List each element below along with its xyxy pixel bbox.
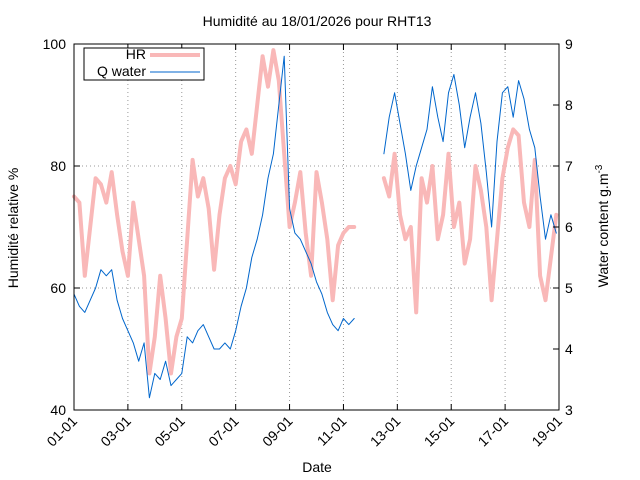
series-q-water-line	[73, 55, 355, 399]
x-tick-label: 15-01	[421, 413, 458, 450]
y2-axis-title: Water content g.m-3	[594, 164, 611, 287]
x-tick-label: 01-01	[43, 413, 80, 450]
x-tick-label: 19-01	[528, 413, 565, 450]
x-tick-label: 13-01	[367, 413, 404, 450]
y2-axis-title-superscript: -3	[594, 164, 605, 173]
y2-tick-label: 5	[565, 280, 573, 296]
series-hr-line	[72, 48, 357, 376]
y2-tick-label: 8	[565, 97, 573, 113]
y-tick-label: 40	[50, 402, 66, 418]
series-layer	[72, 48, 559, 399]
y-tick-label: 60	[50, 280, 66, 296]
grid-layer	[74, 44, 559, 410]
y2-tick-label: 3	[565, 402, 573, 418]
y-tick-label: 100	[43, 36, 67, 52]
y2-tick-label: 7	[565, 158, 573, 174]
series-q-water-line	[383, 74, 557, 240]
legend-hr-label: HR	[126, 46, 146, 62]
x-tick-label: 03-01	[97, 413, 134, 450]
series-hr-line	[381, 127, 559, 315]
x-tick-label: 05-01	[151, 413, 188, 450]
y2-axis-title-main: Water content g.m	[595, 174, 611, 288]
chart-title: Humidité au 18/01/2026 pour RHT13	[203, 13, 432, 29]
y2-tick-label: 9	[565, 36, 573, 52]
x-tick-label: 11-01	[314, 413, 350, 449]
legend-q-water-label: Q water	[97, 63, 146, 79]
y-axis-title: Humidité relative %	[5, 168, 21, 289]
x-tick-label: 09-01	[259, 413, 296, 450]
y2-tick-label: 4	[565, 341, 573, 357]
y2-tick-label: 6	[565, 219, 573, 235]
x-axis-title: Date	[302, 459, 332, 475]
x-tick-label: 07-01	[205, 413, 242, 450]
x-tick-label: 17-01	[475, 413, 512, 450]
y-tick-label: 80	[50, 158, 66, 174]
legend: HR Q water	[83, 46, 205, 81]
